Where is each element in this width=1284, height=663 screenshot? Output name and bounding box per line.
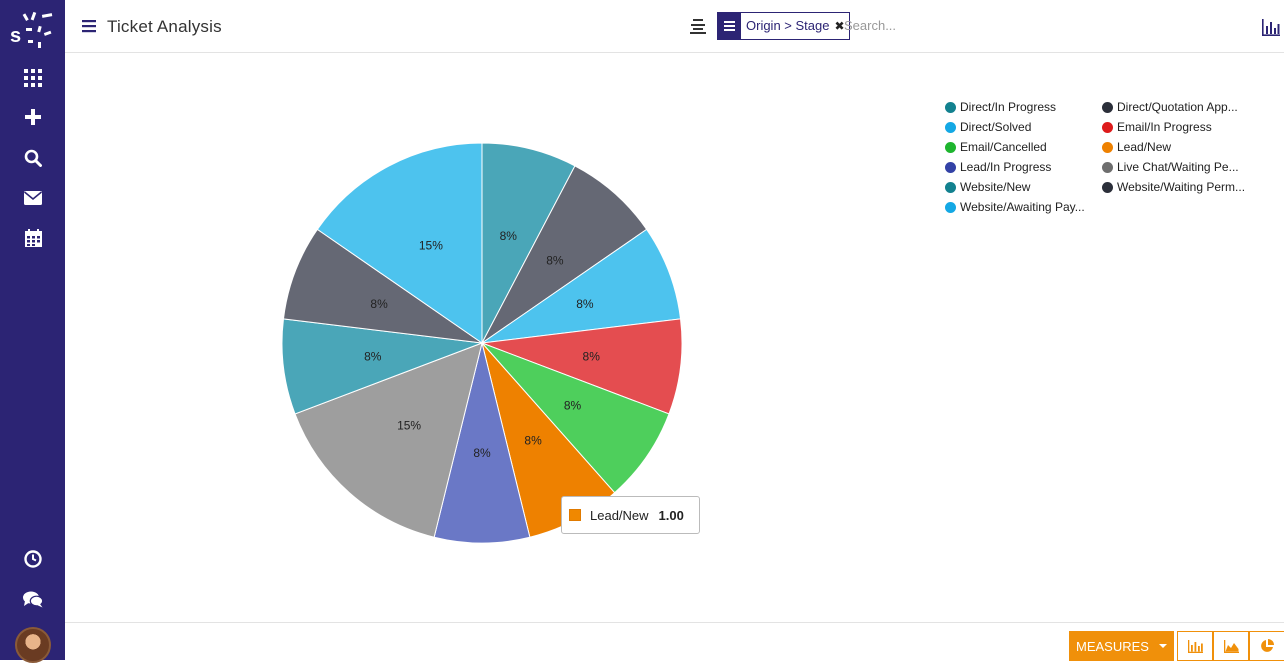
pie-slice-label: 8%	[576, 297, 594, 311]
legend-label: Website/Waiting Perm...	[1117, 180, 1246, 194]
menu-icon[interactable]	[82, 19, 98, 33]
legend-label: Direct/Quotation App...	[1117, 100, 1238, 114]
tooltip-value: 1.00	[658, 507, 684, 523]
legend-item[interactable]: Lead/In Progress	[945, 159, 1102, 175]
legend-swatch	[1102, 141, 1113, 153]
line-chart-icon	[1223, 639, 1239, 653]
bar-chart-view-icon[interactable]	[1262, 19, 1280, 36]
facet-close-icon[interactable]: ✖	[834, 19, 845, 33]
plus-icon[interactable]	[20, 104, 46, 130]
caret-down-icon	[1158, 644, 1167, 648]
pie-slice[interactable]	[481, 228, 682, 344]
legend-swatch	[945, 141, 956, 153]
pie-slice-label: 8%	[370, 297, 388, 311]
bottom-toolbar: MEASURES	[65, 622, 1284, 661]
pie-slice[interactable]	[281, 318, 483, 415]
chart-area: 8% 8% 8% 8% 8% 8% 8% 15% 8% 8% 15% Direct/In Progr…	[65, 53, 1284, 622]
legend-item[interactable]: Website/Awaiting Pay...	[945, 199, 1102, 215]
pie-slice-label: 8%	[546, 254, 564, 268]
pie-slice-label: 8%	[564, 399, 582, 413]
legend-item[interactable]: Direct/Solved	[945, 119, 1102, 135]
legend-item[interactable]: Email/In Progress	[1102, 119, 1262, 135]
legend-swatch	[1102, 121, 1113, 133]
chart-tooltip: Lead/New 1.00	[561, 496, 700, 534]
pie-slice[interactable]	[294, 342, 483, 538]
chart-legend: Direct/In Progress Direct/Quotation App..…	[945, 99, 1265, 215]
legend-label: Email/In Progress	[1117, 120, 1212, 134]
group-by-icon[interactable]	[689, 17, 707, 35]
legend-label: Email/Cancelled	[960, 140, 1047, 154]
legend-item[interactable]: Email/Cancelled	[945, 139, 1102, 155]
legend-swatch	[945, 201, 956, 213]
legend-item[interactable]: Website/New	[945, 179, 1102, 195]
pie-slice-label: 15%	[397, 418, 421, 432]
legend-label: Lead/In Progress	[960, 160, 1052, 174]
calendar-icon[interactable]	[20, 225, 46, 251]
search-icon[interactable]	[20, 145, 46, 171]
svg-text:s: s	[10, 25, 21, 47]
pie-slice[interactable]	[433, 342, 531, 544]
group-by-facet-icon	[718, 13, 741, 39]
mail-icon[interactable]	[20, 185, 46, 211]
clock-icon[interactable]	[20, 546, 46, 572]
search-input[interactable]	[844, 14, 1144, 36]
measures-label: MEASURES	[1076, 638, 1149, 654]
line-chart-button[interactable]	[1213, 631, 1249, 661]
bar-chart-icon	[1187, 639, 1203, 653]
legend-swatch	[1102, 161, 1113, 173]
legend-label: Website/Awaiting Pay...	[960, 200, 1085, 214]
legend-item[interactable]: Direct/In Progress	[945, 99, 1102, 115]
legend-item[interactable]: Lead/New	[1102, 139, 1262, 155]
pie-chart-icon	[1261, 639, 1274, 652]
pie-slice-label: 8%	[583, 349, 601, 363]
pie-chart-button[interactable]	[1249, 631, 1284, 661]
legend-label: Live Chat/Waiting Pe...	[1117, 160, 1239, 174]
legend-swatch	[1102, 101, 1113, 113]
pie-slice-label: 8%	[524, 433, 542, 447]
page-title: Ticket Analysis	[107, 17, 222, 36]
facet-label: Origin > Stage	[741, 13, 835, 39]
legend-item[interactable]: Website/Waiting Perm...	[1102, 179, 1262, 195]
legend-label: Direct/Solved	[960, 120, 1032, 134]
pie-slice-label: 8%	[500, 229, 518, 243]
legend-label: Direct/In Progress	[960, 100, 1057, 114]
chat-icon[interactable]	[20, 586, 46, 612]
pie-slice[interactable]	[481, 165, 648, 344]
pie-slice[interactable]	[282, 228, 483, 344]
legend-label: Website/New	[960, 180, 1031, 194]
legend-swatch	[945, 181, 956, 193]
pie-slice[interactable]	[316, 142, 483, 344]
tooltip-label: Lead/New	[590, 507, 649, 523]
pie-slice[interactable]	[481, 318, 683, 415]
pie-chart[interactable]: 8% 8% 8% 8% 8% 8% 8% 15% 8% 8% 15%	[65, 53, 865, 622]
legend-label: Lead/New	[1117, 140, 1172, 154]
legend-item[interactable]: Direct/Quotation App...	[1102, 99, 1262, 115]
sidebar: s	[0, 0, 65, 663]
pie-slice[interactable]	[481, 142, 576, 344]
tooltip-swatch	[569, 509, 581, 521]
bar-chart-button[interactable]	[1177, 631, 1213, 661]
app-logo-icon[interactable]: s	[8, 8, 58, 52]
apps-icon[interactable]	[20, 65, 46, 91]
legend-swatch	[945, 101, 956, 113]
pie-slice-label: 15%	[419, 239, 443, 253]
legend-swatch	[945, 121, 956, 133]
avatar[interactable]	[15, 627, 51, 663]
search-facet[interactable]: Origin > Stage ✖	[717, 12, 850, 40]
legend-item[interactable]: Live Chat/Waiting Pe...	[1102, 159, 1262, 175]
control-panel: Ticket Analysis Origin > Stage ✖	[65, 0, 1284, 53]
pie-slice-label: 8%	[473, 446, 491, 460]
legend-swatch	[1102, 181, 1113, 193]
legend-swatch	[945, 161, 956, 173]
pie-slice-label: 8%	[364, 349, 382, 363]
pie-slice[interactable]	[481, 342, 670, 494]
measures-button[interactable]: MEASURES	[1069, 631, 1174, 661]
